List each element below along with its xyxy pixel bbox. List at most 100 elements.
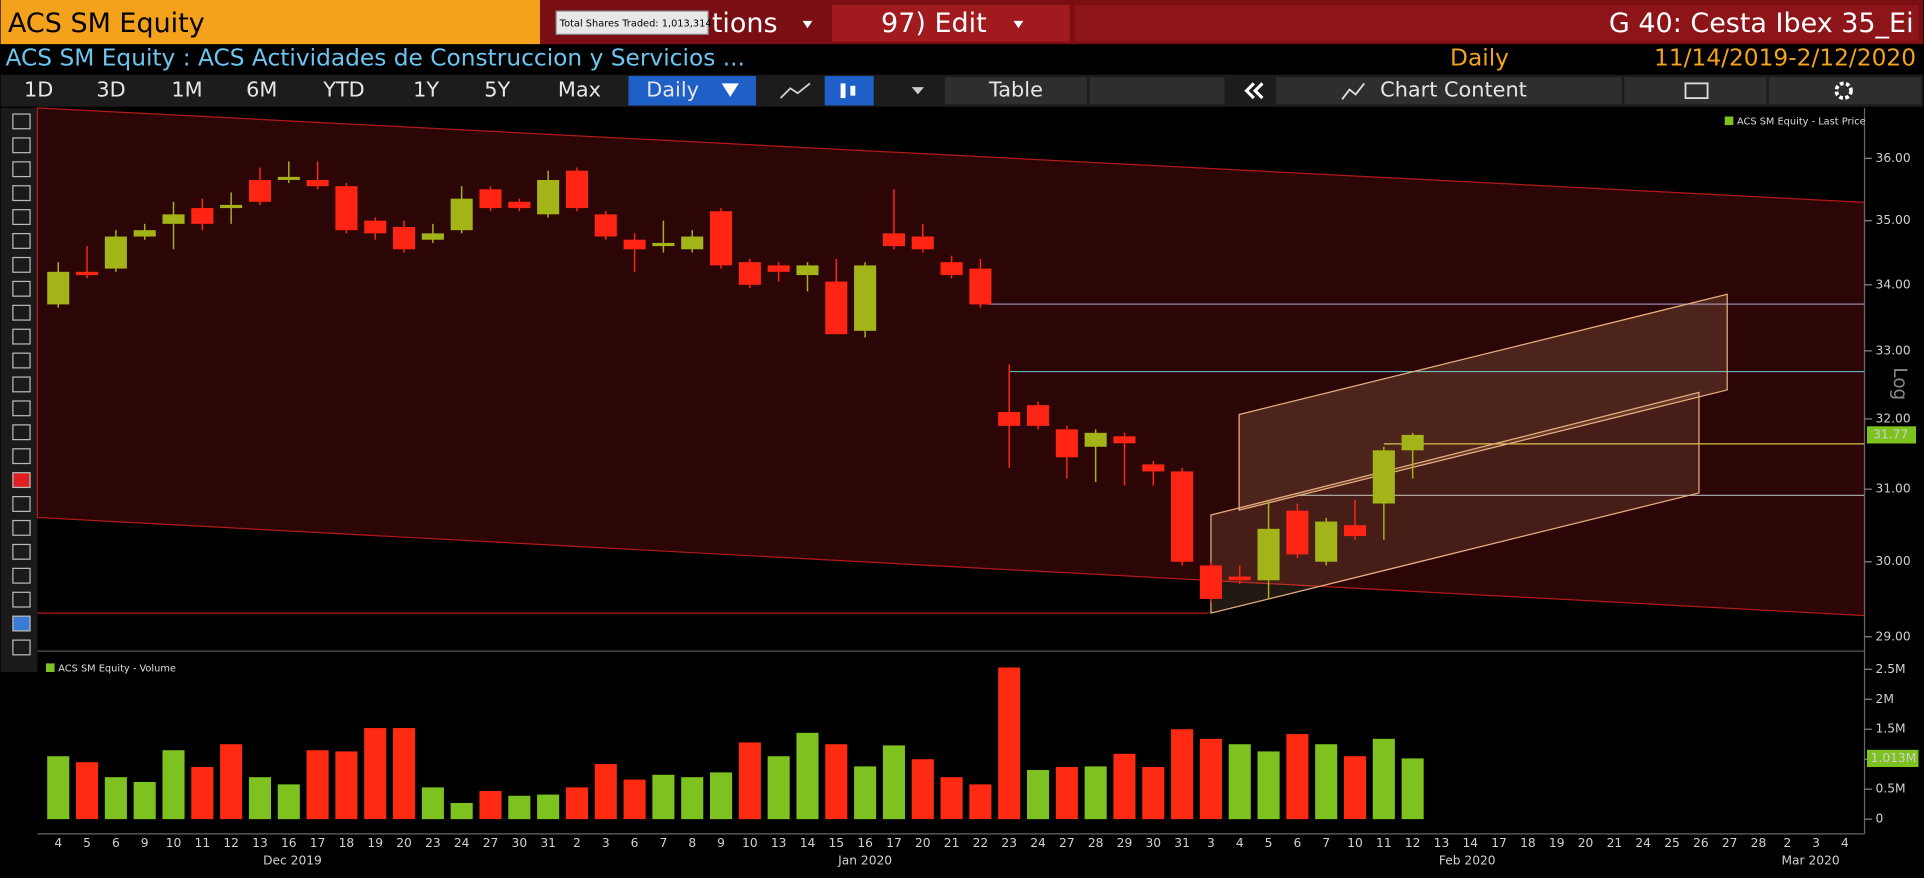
date-range[interactable]: 11/14/2019-2/12/2020 <box>1654 44 1916 71</box>
frequency-label: Daily <box>1450 44 1509 71</box>
candle-body <box>854 265 877 331</box>
tool-icon[interactable] <box>12 472 31 489</box>
x-tick-label: 22 <box>973 836 989 850</box>
period-button[interactable]: 1D <box>24 78 53 102</box>
chart-content-button[interactable]: Chart Content <box>1380 78 1527 102</box>
x-tick-label: 10 <box>742 836 758 850</box>
tool-icon[interactable] <box>12 567 31 584</box>
candle-body <box>220 204 243 209</box>
tool-icon[interactable] <box>12 161 31 178</box>
edit-menu-bg[interactable] <box>832 4 1070 42</box>
tool-icon[interactable] <box>12 448 31 465</box>
period-button[interactable]: 1Y <box>413 78 439 102</box>
tool-icon[interactable] <box>12 137 31 154</box>
volume-bar <box>1026 769 1050 820</box>
settings-bg[interactable] <box>1768 77 1921 105</box>
x-tick-label: 16 <box>857 836 873 850</box>
tool-icon[interactable] <box>12 185 31 202</box>
tool-icon[interactable] <box>12 376 31 393</box>
tool-icon[interactable] <box>12 424 31 441</box>
tool-icon[interactable] <box>12 232 31 249</box>
table-button[interactable]: Table <box>988 78 1043 102</box>
tool-icon[interactable] <box>12 400 31 417</box>
candle-body <box>306 179 329 187</box>
dropdown-arrow[interactable] <box>911 87 924 95</box>
tool-icon[interactable] <box>12 639 31 656</box>
x-tick-label: 28 <box>1751 836 1767 850</box>
x-tick-label: 27 <box>1722 836 1738 850</box>
candle-icon-bg[interactable] <box>824 76 874 106</box>
tool-icon[interactable] <box>12 352 31 369</box>
x-tick-label: 17 <box>310 836 326 850</box>
tool-icon[interactable] <box>12 113 31 130</box>
x-tick-label: 29 <box>1117 836 1133 850</box>
frequency-button-bg[interactable] <box>628 76 756 106</box>
x-tick-label: 13 <box>771 836 787 850</box>
volume-bar <box>1401 758 1424 820</box>
security-name[interactable]: ACS SM Equity <box>8 8 205 39</box>
volume-bar <box>1343 756 1367 820</box>
line-chart-icon[interactable] <box>779 82 811 99</box>
x-tick-label: 25 <box>1664 836 1680 850</box>
chart-content-bg[interactable] <box>1275 77 1622 105</box>
period-button[interactable]: 5Y <box>484 78 510 102</box>
y-tick-label: 36.00 <box>1876 151 1911 165</box>
security-field[interactable] <box>0 0 541 45</box>
actions-menu[interactable]: tions <box>712 8 778 39</box>
y-tick-label: 1.5M <box>1876 722 1906 736</box>
volume-bar <box>1228 744 1251 820</box>
edit-icon-bg[interactable] <box>1624 77 1767 105</box>
candle-body <box>537 179 560 215</box>
candle-icon <box>850 85 856 96</box>
scale-label[interactable]: Log <box>1889 367 1910 400</box>
frequency-button[interactable]: Daily <box>646 78 699 102</box>
volume-bar <box>738 742 761 820</box>
candle-body <box>104 236 127 269</box>
tool-icon[interactable] <box>12 256 31 273</box>
y-tick-label: 31.00 <box>1876 482 1911 496</box>
tool-icon[interactable] <box>12 280 31 297</box>
x-tick-label: 18 <box>339 836 355 850</box>
y-tick-label: 34.00 <box>1876 277 1911 291</box>
tool-icon[interactable] <box>12 209 31 226</box>
volume-bar <box>652 774 675 820</box>
period-button[interactable]: YTD <box>322 78 364 102</box>
candle-body <box>796 265 819 276</box>
legend-entry: ACS SM Equity - Last Price <box>1737 116 1866 127</box>
period-button[interactable]: 1M <box>171 78 202 102</box>
collapse-icon[interactable] <box>1252 82 1264 100</box>
edit-menu[interactable]: 97) Edit <box>881 8 987 39</box>
candle-body <box>1257 528 1280 581</box>
month-label: Mar 2020 <box>1781 853 1839 867</box>
period-button[interactable]: 3D <box>96 78 125 102</box>
tool-icon[interactable] <box>12 591 31 608</box>
x-tick-label: 15 <box>829 836 845 850</box>
x-tick-label: 2 <box>1783 836 1791 850</box>
volume-bar <box>681 777 704 820</box>
candle-body <box>1055 429 1078 458</box>
tool-icon[interactable] <box>12 543 31 560</box>
volume-bar <box>623 779 646 820</box>
candle-body <box>1343 525 1367 537</box>
x-tick-label: 5 <box>1265 836 1273 850</box>
candle-body <box>594 214 617 237</box>
volume-bar <box>1142 767 1165 820</box>
x-tick-label: 17 <box>886 836 902 850</box>
x-tick-label: 24 <box>1635 836 1651 850</box>
collapse-icon[interactable] <box>1244 82 1255 100</box>
x-tick-label: 19 <box>1549 836 1565 850</box>
x-tick-label: 16 <box>281 836 297 850</box>
period-button[interactable]: 6M <box>246 78 277 102</box>
tool-icon[interactable] <box>12 496 31 512</box>
tool-icon[interactable] <box>12 519 31 536</box>
settings-icon[interactable] <box>1834 81 1853 100</box>
period-button[interactable]: Max <box>558 78 601 102</box>
table-button-bg[interactable] <box>944 77 1088 105</box>
x-tick-label: 21 <box>1607 836 1623 850</box>
x-tick-label: 10 <box>1347 836 1363 850</box>
candle-body <box>681 236 704 250</box>
tool-icon[interactable] <box>12 615 31 632</box>
tool-icon[interactable] <box>12 328 31 345</box>
x-tick-label: 3 <box>1812 836 1820 850</box>
tool-icon[interactable] <box>12 304 31 321</box>
